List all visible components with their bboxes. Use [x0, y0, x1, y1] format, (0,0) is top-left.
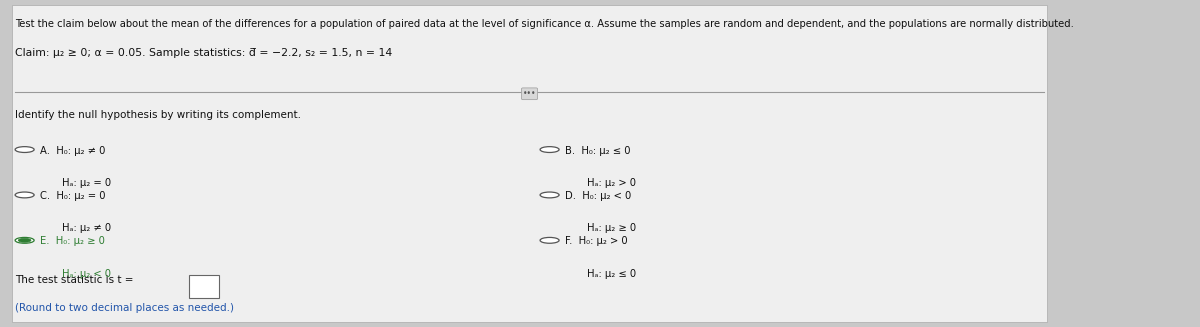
Text: E.  H₀: μ₂ ≥ 0: E. H₀: μ₂ ≥ 0 [41, 236, 106, 247]
Text: A.  H₀: μ₂ ≠ 0: A. H₀: μ₂ ≠ 0 [41, 146, 106, 156]
Circle shape [540, 192, 559, 198]
Text: Hₐ: μ₂ ≠ 0: Hₐ: μ₂ ≠ 0 [61, 223, 110, 233]
Text: B.  H₀: μ₂ ≤ 0: B. H₀: μ₂ ≤ 0 [565, 146, 631, 156]
Text: •••: ••• [523, 89, 536, 98]
Text: Hₐ: μ₂ = 0: Hₐ: μ₂ = 0 [61, 178, 110, 188]
Text: Claim: μ₂ ≥ 0; α = 0.05. Sample statistics: d̅ = −2.2, s₂ = 1.5, n = 14: Claim: μ₂ ≥ 0; α = 0.05. Sample statisti… [16, 48, 392, 59]
Circle shape [16, 146, 34, 152]
Text: Hₐ: μ₂ ≥ 0: Hₐ: μ₂ ≥ 0 [587, 223, 636, 233]
Circle shape [540, 146, 559, 152]
Circle shape [540, 237, 559, 243]
Circle shape [18, 238, 31, 242]
FancyBboxPatch shape [190, 275, 218, 298]
Circle shape [16, 192, 34, 198]
Text: Hₐ: μ₂ ≤ 0: Hₐ: μ₂ ≤ 0 [587, 269, 636, 279]
Text: D.  H₀: μ₂ < 0: D. H₀: μ₂ < 0 [565, 191, 631, 201]
Circle shape [16, 237, 34, 243]
FancyBboxPatch shape [12, 5, 1048, 322]
Text: F.  H₀: μ₂ > 0: F. H₀: μ₂ > 0 [565, 236, 628, 247]
Text: C.  H₀: μ₂ = 0: C. H₀: μ₂ = 0 [41, 191, 106, 201]
Text: The test statistic is t =: The test statistic is t = [16, 275, 133, 285]
Text: Hₐ: μ₂ > 0: Hₐ: μ₂ > 0 [587, 178, 636, 188]
Text: (Round to two decimal places as needed.): (Round to two decimal places as needed.) [16, 303, 234, 313]
Text: Hₐ: μ₂ < 0: Hₐ: μ₂ < 0 [61, 269, 110, 279]
Text: Identify the null hypothesis by writing its complement.: Identify the null hypothesis by writing … [16, 110, 301, 120]
Text: Test the claim below about the mean of the differences for a population of paire: Test the claim below about the mean of t… [16, 19, 1074, 29]
